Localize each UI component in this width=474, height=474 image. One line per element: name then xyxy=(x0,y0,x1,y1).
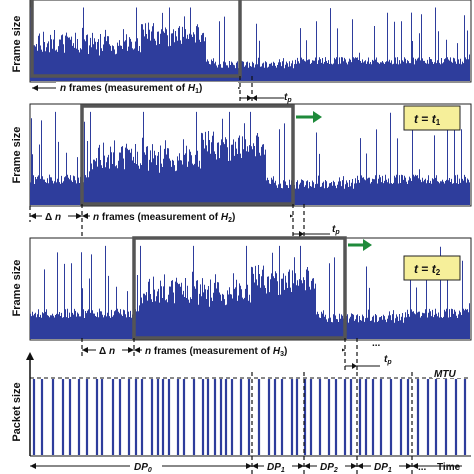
ylabel-panel-2: Frame size xyxy=(11,127,23,184)
frame-size-trace-2 xyxy=(30,111,470,205)
svg-text:t = t2: t = t2 xyxy=(414,262,441,277)
measurement-window-2 xyxy=(80,104,295,206)
trace-path xyxy=(30,111,470,205)
svg-text:DP2: DP2 xyxy=(320,462,338,474)
window-annotation-1: n frames (measurement of H1) tp xyxy=(32,76,292,104)
svg-text:tp: tp xyxy=(284,92,292,104)
time-arrow-2 xyxy=(313,111,322,123)
packet-bar-path xyxy=(32,379,467,455)
svg-text:DP1: DP1 xyxy=(267,462,285,474)
packet-bars xyxy=(32,379,467,455)
frame-size-trace-3 xyxy=(30,245,470,339)
packet-panel: Packet size MTU DP0 DP1 DP2 DP1 ... Time xyxy=(11,352,471,474)
trace-path xyxy=(30,245,470,339)
svg-text:tp: tp xyxy=(384,354,392,366)
panel-1: Frame size xyxy=(11,0,472,83)
mtu-label: MTU xyxy=(434,369,456,380)
svg-text:DP0: DP0 xyxy=(134,462,152,474)
svg-text:...: ... xyxy=(418,462,427,473)
panel-2: Frame size t = t1 xyxy=(11,103,472,207)
panel-3: Frame size t = t2 xyxy=(11,236,472,341)
svg-text:Δ n: Δ n xyxy=(45,212,61,223)
window-annotation-2: Δ n n frames (measurement of H2) tp xyxy=(29,204,340,240)
measurement-window-3 xyxy=(132,236,347,340)
packet-ylabel: Packet size xyxy=(11,382,23,441)
svg-text:DP1: DP1 xyxy=(374,462,392,474)
svg-text:Δ n: Δ n xyxy=(99,346,115,357)
time-badge-2 xyxy=(403,105,461,131)
time-arrow-3 xyxy=(363,239,372,251)
svg-text:...: ... xyxy=(372,338,381,349)
time-label: Time xyxy=(437,462,461,473)
time-badge-3 xyxy=(403,255,461,281)
window-label-2: n frames (measurement of H2) xyxy=(93,212,235,224)
window-label-3: n frames (measurement of H3) xyxy=(145,346,287,358)
measurement-window-1 xyxy=(30,0,242,78)
ylabel-panel-1: Frame size xyxy=(11,16,23,73)
window-annotation-3: Δ n n frames (measurement of H3) ... tp xyxy=(81,338,392,372)
segment-labels: DP0 DP1 DP2 DP1 xyxy=(130,460,399,474)
svg-text:tp: tp xyxy=(332,224,340,236)
svg-text:t = t1: t = t1 xyxy=(414,112,441,127)
window-label-1: n frames (measurement of H1) xyxy=(60,83,202,95)
ylabel-panel-3: Frame size xyxy=(11,260,23,317)
